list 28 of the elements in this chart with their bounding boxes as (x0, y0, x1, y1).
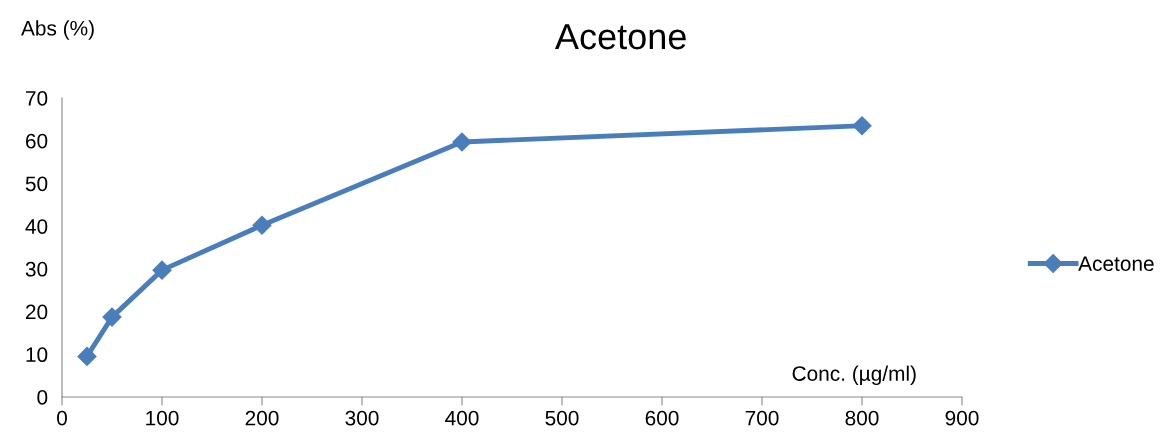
x-tick-label: 300 (345, 410, 379, 426)
point (852, 116, 872, 136)
y-tick-label: 60 (26, 133, 48, 149)
x-tick-label: 400 (445, 410, 479, 426)
y-tick-label: 50 (25, 176, 48, 192)
x-tick-label: 500 (545, 410, 579, 426)
y-tick-label: 0 (37, 390, 48, 405)
point (102, 307, 122, 327)
x-tick-label: 800 (845, 410, 879, 426)
point (452, 132, 472, 152)
x-tick-label: 900 (945, 410, 979, 426)
point (152, 260, 172, 280)
x-tick-label: 700 (745, 410, 779, 426)
y-tick-label: 20 (25, 304, 48, 320)
point (77, 346, 97, 366)
y-axis-title: Abs (%) (21, 20, 94, 40)
x-tick-label: 600 (645, 410, 679, 426)
x-tick-label: 100 (146, 410, 179, 426)
chart-title: Acetone (554, 24, 686, 50)
x-tick-label: 200 (245, 410, 279, 426)
y-tick-label: 30 (25, 261, 48, 277)
legend-label: Acetone (1078, 256, 1154, 272)
x-tick-label: 0 (57, 410, 67, 426)
point (252, 215, 272, 235)
x-axis-title: Conc. (µg/ml) (792, 365, 916, 386)
y-tick-label: 40 (25, 219, 48, 234)
y-tick-label: 70 (26, 91, 48, 106)
y-tick-label: 10 (26, 347, 48, 363)
